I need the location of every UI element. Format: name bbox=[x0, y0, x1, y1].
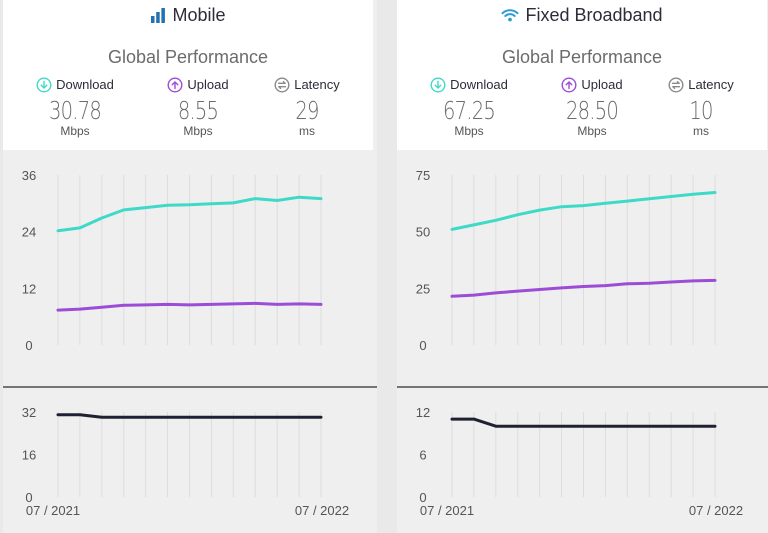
mobile-upload-metric: Upload 8.55 Mbps bbox=[143, 76, 253, 137]
mobile-latency-plot: 0 16 32 bbox=[22, 405, 323, 505]
series-line-download bbox=[450, 191, 717, 231]
signal-bars-icon bbox=[150, 7, 166, 28]
download-arrow-icon bbox=[430, 77, 446, 93]
latency-unit: ms bbox=[693, 124, 709, 138]
y-tick-label: 25 bbox=[416, 281, 430, 296]
download-label: Download bbox=[56, 77, 114, 92]
fixed-speed-plot: 0 25 50 75 bbox=[416, 168, 717, 353]
series-line-upload bbox=[450, 278, 717, 298]
fixed-header: Fixed Broadband Global Performance Downl… bbox=[397, 0, 767, 150]
download-value: 67.25 bbox=[443, 96, 496, 125]
download-unit: Mbps bbox=[60, 124, 90, 138]
series-line-latency bbox=[56, 413, 323, 419]
download-arrow-icon bbox=[36, 77, 52, 93]
y-tick-label: 50 bbox=[416, 225, 430, 240]
fixed-broadband-panel: Fixed Broadband Global Performance Downl… bbox=[397, 0, 768, 533]
y-tick-label: 36 bbox=[22, 168, 36, 183]
x-tick-label: 07 / 2022 bbox=[295, 503, 349, 518]
download-value: 30.78 bbox=[49, 96, 102, 125]
series-line-download bbox=[56, 195, 323, 233]
upload-unit: Mbps bbox=[183, 124, 213, 138]
upload-arrow-icon bbox=[561, 77, 577, 93]
mobile-subtitle: Global Performance bbox=[107, 47, 269, 67]
download-label: Download bbox=[450, 77, 508, 92]
fixed-chart: 0 25 50 75 0 6 12 07 / 2021 07 / 2022 bbox=[397, 168, 768, 518]
upload-unit: Mbps bbox=[577, 124, 607, 138]
y-tick-label: 0 bbox=[25, 338, 32, 353]
y-tick-label: 24 bbox=[22, 225, 36, 240]
y-tick-label: 16 bbox=[22, 448, 36, 463]
latency-value: 10 bbox=[689, 96, 713, 125]
latency-label: Latency bbox=[688, 77, 734, 92]
latency-icon bbox=[274, 77, 290, 93]
mobile-header: Mobile Global Performance Download 30.78… bbox=[3, 0, 373, 150]
y-tick-label: 12 bbox=[416, 405, 430, 420]
mobile-latency-metric: Latency 29 ms bbox=[252, 76, 362, 137]
mobile-title-text: Mobile bbox=[172, 5, 226, 25]
upload-value: 8.55 bbox=[177, 96, 219, 125]
y-tick-label: 6 bbox=[419, 448, 426, 463]
latency-label: Latency bbox=[294, 77, 340, 92]
fixed-subtitle: Global Performance bbox=[501, 47, 663, 67]
upload-label: Upload bbox=[187, 77, 229, 92]
mobile-speed-plot: 0 12 24 36 bbox=[22, 168, 323, 353]
x-tick-label: 07 / 2021 bbox=[26, 503, 80, 518]
fixed-latency-metric: Latency 10 ms bbox=[646, 76, 756, 137]
upload-label: Upload bbox=[581, 77, 623, 92]
mobile-chart: 0 12 24 36 0 16 32 07 / 2021 07 / 2022 bbox=[3, 168, 377, 518]
fixed-title-text: Fixed Broadband bbox=[525, 5, 663, 25]
y-tick-label: 0 bbox=[419, 490, 426, 505]
x-tick-label: 07 / 2022 bbox=[689, 503, 743, 518]
mobile-title: Mobile bbox=[3, 5, 373, 28]
fixed-upload-metric: Upload 28.50 Mbps bbox=[537, 76, 647, 137]
fixed-title: Fixed Broadband bbox=[397, 5, 767, 28]
y-tick-label: 0 bbox=[419, 338, 426, 353]
series-line-latency bbox=[450, 417, 717, 428]
x-tick-label: 07 / 2021 bbox=[420, 503, 474, 518]
download-unit: Mbps bbox=[454, 124, 484, 138]
y-tick-label: 32 bbox=[22, 405, 36, 420]
series-line-upload bbox=[56, 301, 323, 312]
wifi-icon bbox=[501, 7, 519, 28]
upload-value: 28.50 bbox=[566, 96, 619, 125]
latency-value: 29 bbox=[295, 96, 319, 125]
y-tick-label: 0 bbox=[25, 490, 32, 505]
fixed-latency-plot: 0 6 12 bbox=[416, 405, 717, 505]
mobile-download-metric: Download 30.78 Mbps bbox=[20, 76, 130, 137]
upload-arrow-icon bbox=[167, 77, 183, 93]
y-tick-label: 75 bbox=[416, 168, 430, 183]
latency-icon bbox=[668, 77, 684, 93]
mobile-panel: Mobile Global Performance Download 30.78… bbox=[3, 0, 377, 533]
latency-unit: ms bbox=[299, 124, 315, 138]
fixed-download-metric: Download 67.25 Mbps bbox=[414, 76, 524, 137]
y-tick-label: 12 bbox=[22, 281, 36, 296]
